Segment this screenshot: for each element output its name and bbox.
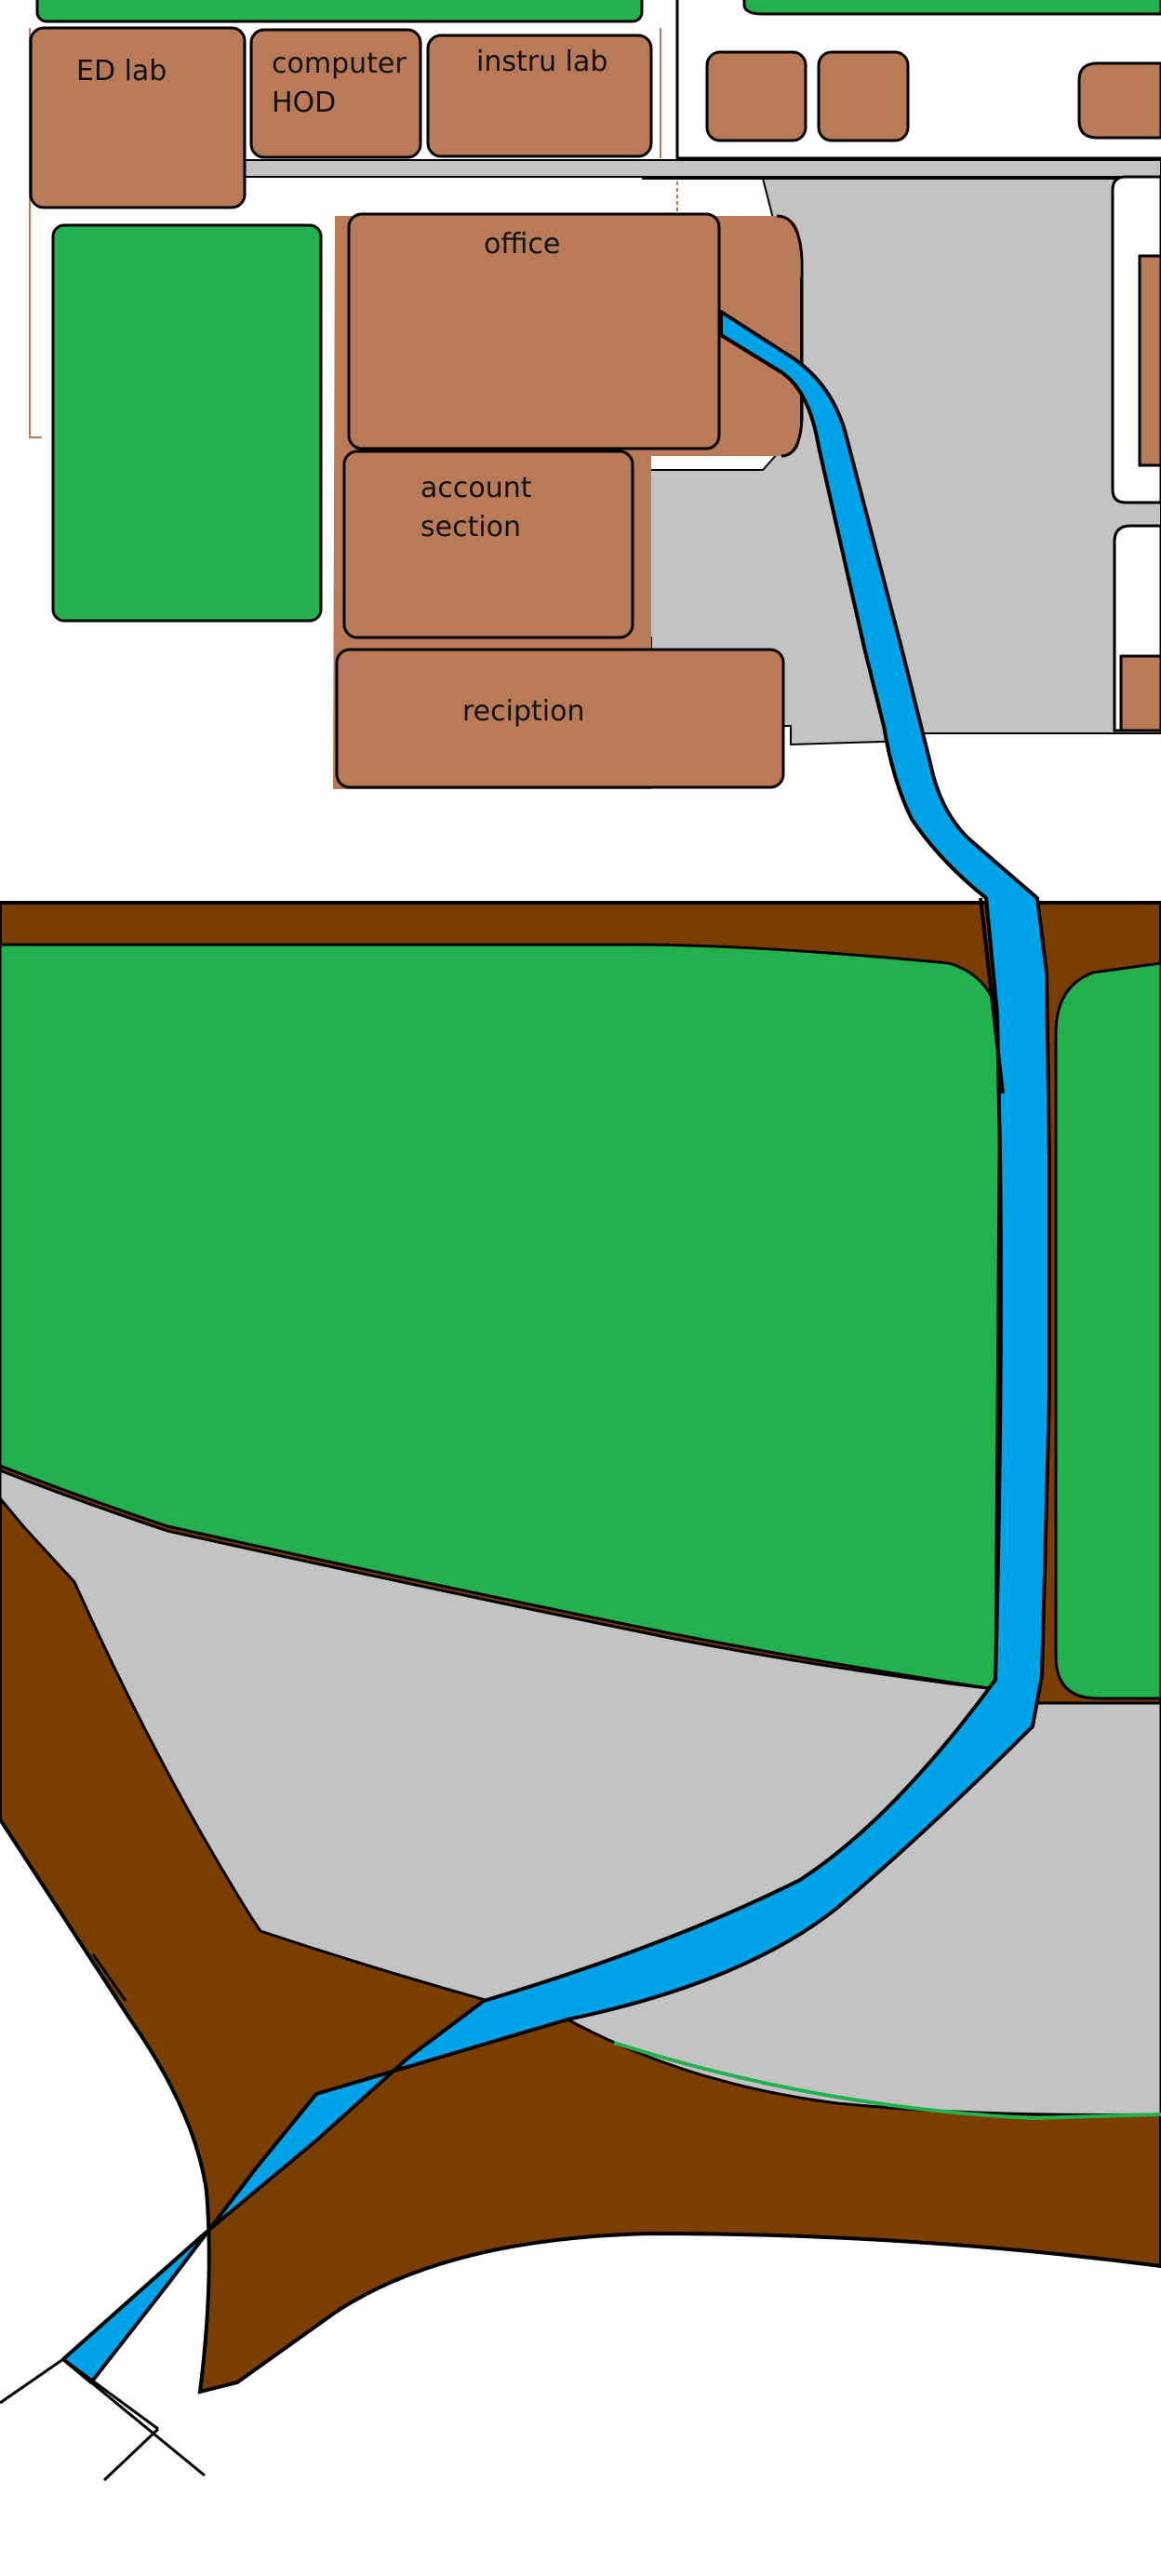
instru-lab-building (426, 34, 653, 158)
small-building-1 (705, 50, 807, 142)
right-building-strip-upper (1138, 254, 1161, 467)
top-right-lawn (742, 0, 1161, 16)
path-end-line-1 (0, 2357, 64, 2405)
small-building-2 (817, 50, 910, 142)
central-lawn (0, 943, 1002, 1691)
computer-hod-label-line2: HOD (272, 87, 336, 119)
path-end-line-4 (62, 2357, 159, 2431)
account-section-label-line2: section (420, 511, 521, 543)
computer-hod-label-line1: computer (272, 47, 407, 80)
right-lawn (1054, 961, 1161, 1700)
account-section-label-line1: account (420, 472, 532, 504)
left-lawn (51, 223, 323, 623)
instru-lab-label: instru lab (476, 46, 607, 78)
ed-lab-building (29, 26, 247, 209)
ed-lab-label: ED lab (76, 55, 167, 87)
right-block-outline (675, 0, 1161, 160)
path-end-line-3 (90, 2381, 206, 2477)
office-label: office (484, 228, 560, 261)
plaza-grass-edge (613, 2041, 1161, 2121)
reception-label: reciption (462, 695, 584, 728)
small-building-3 (1077, 61, 1161, 140)
route-path (61, 310, 1051, 2384)
computer-hod-building (249, 28, 422, 159)
path-end-line-2 (102, 2427, 160, 2482)
top-left-lawn (35, 0, 644, 23)
reception-building (335, 648, 785, 789)
top-walkway (241, 159, 1161, 178)
office-complex-edge (776, 214, 804, 458)
road-marking (91, 1953, 127, 2002)
route-inner-edge (979, 897, 1005, 1094)
central-plaza-paving (0, 1469, 1161, 2116)
account-section-building (342, 449, 634, 639)
right-building-strip-lower (1119, 654, 1161, 732)
